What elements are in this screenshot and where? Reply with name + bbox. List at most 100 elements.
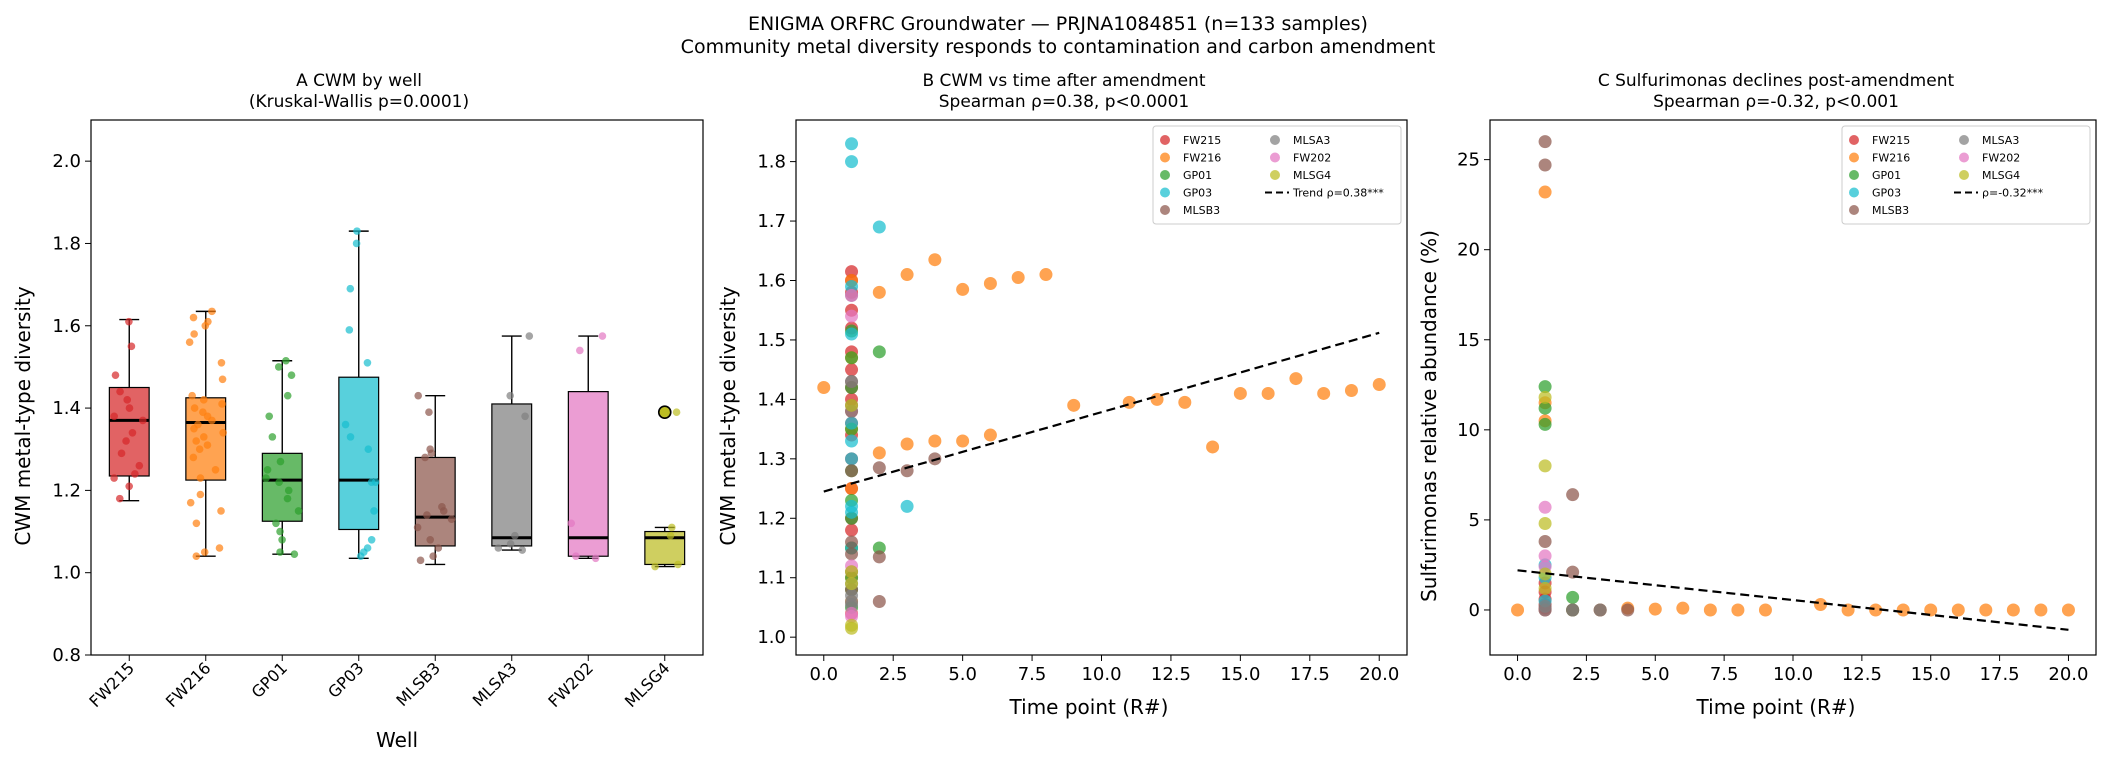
panel-a-cwm-by-well: A CWM by well (Kruskal-Wallis p=0.0001) … [11, 71, 704, 752]
legend-label: MLSA3 [1293, 134, 1330, 147]
scatter-point-mlsb3 [1566, 488, 1580, 502]
scatter-point-mlsa3 [1566, 603, 1580, 617]
scatter-point-fw216 [928, 434, 942, 448]
jitter-point [185, 338, 194, 347]
jitter-point [423, 511, 431, 519]
jitter-point [290, 550, 299, 558]
scatter-point-gp01 [872, 541, 886, 555]
jitter-point [282, 356, 290, 365]
jitter-point [128, 428, 137, 437]
jitter-point [219, 428, 227, 437]
scatter-point-fw216 [1758, 603, 1772, 617]
jitter-point [110, 412, 118, 421]
scatter-point-gp01 [872, 345, 886, 359]
scatter-point-fw216 [2061, 603, 2075, 617]
legend-label: GP01 [1872, 169, 1901, 182]
x-tick-label: 0.0 [1503, 664, 1532, 685]
x-tick-label: MLSA3 [469, 658, 521, 710]
jitter-point [190, 330, 198, 338]
jitter-point [276, 527, 284, 536]
jitter-point [413, 523, 422, 532]
x-tick-label: 7.5 [1018, 664, 1047, 685]
jitter-point [116, 387, 124, 396]
scatter-point-fw202 [1538, 500, 1552, 514]
jitter-point [426, 535, 435, 544]
scatter-point-fw216 [1979, 603, 1993, 617]
scatter-point-mlsg4 [1538, 581, 1552, 595]
box-mlsb3 [414, 456, 456, 547]
y-tick-label: 1.4 [52, 398, 81, 419]
jitter-point [274, 363, 283, 371]
y-tick-label: 1.3 [757, 449, 786, 470]
jitter-point [215, 544, 224, 552]
legend-trend-label: ρ=-0.32*** [1982, 187, 2044, 200]
scatter-point-gp01 [845, 351, 859, 365]
scatter-point-gp03 [845, 416, 859, 430]
scatter-point-fw216 [956, 434, 970, 448]
scatter-point-fw215 [845, 265, 859, 279]
scatter-point-mlsb3 [1538, 535, 1552, 549]
jitter-point [370, 507, 378, 515]
y-tick-label: 1.4 [757, 389, 786, 410]
scatter-point-mlsg4 [1538, 390, 1552, 404]
jitter-point [189, 313, 198, 322]
x-tick-label: 2.5 [1572, 664, 1601, 685]
scatter-point-fw216 [1067, 398, 1081, 412]
jitter-point [287, 371, 296, 379]
jitter-point [192, 552, 201, 561]
jitter-point [186, 498, 195, 507]
panel-c-title-line1: C Sulfurimonas declines post-amendment [1598, 71, 1955, 91]
scatter-point-fw216 [1178, 395, 1192, 409]
jitter-point [218, 400, 226, 408]
scatter-point-fw202 [1538, 549, 1552, 563]
scatter-point-fw216 [1648, 602, 1662, 616]
jitter-point [341, 420, 350, 429]
scatter-point-fw202 [845, 309, 859, 323]
jitter-point [217, 507, 225, 515]
y-tick-label: 1.2 [757, 508, 786, 529]
x-tick-label: 5.0 [948, 664, 977, 685]
jitter-point [196, 490, 205, 499]
panel-c-title-line2: Spearman ρ=-0.32, p<0.001 [1653, 92, 1899, 112]
legend-marker [1959, 170, 1969, 180]
y-tick-label: 1.6 [757, 271, 786, 292]
jitter-point [666, 531, 675, 540]
scatter-point-gp03 [845, 505, 859, 519]
panel-b-xlabel: Time point (R#) [1009, 695, 1169, 719]
y-tick-label: 1.0 [757, 627, 786, 648]
legend-label: MLSB3 [1872, 204, 1909, 217]
scatter-point-fw216 [1289, 372, 1303, 386]
x-tick-label: 17.5 [1290, 664, 1330, 685]
y-tick-label: 5 [1469, 510, 1480, 531]
panel-a-title-line2: (Kruskal-Wallis p=0.0001) [249, 92, 469, 112]
jitter-point [425, 408, 433, 416]
y-tick-label: 1.0 [52, 563, 81, 584]
box-fw202 [567, 391, 609, 557]
legend-marker [1959, 135, 1969, 145]
x-tick-label: 12.5 [1151, 664, 1191, 685]
scatter-point-fw215 [845, 523, 859, 537]
scatter-point-fw216 [1039, 268, 1053, 282]
y-tick-label: 0.8 [52, 645, 81, 666]
jitter-point [421, 453, 429, 462]
box-flier [657, 405, 672, 419]
legend-label: FW215 [1183, 134, 1221, 147]
legend-marker [1160, 187, 1170, 198]
scatter-point-fw216 [1511, 603, 1525, 617]
scatter-point-gp03 [845, 137, 859, 151]
jitter-point [414, 391, 423, 400]
panel-b-ylabel: CWM metal-type diversity [716, 286, 740, 545]
jitter-point [208, 416, 216, 425]
legend-trend-label: Trend ρ=0.38*** [1292, 187, 1384, 200]
legend-label: MLSG4 [1293, 169, 1331, 182]
x-tick-label: 17.5 [1980, 664, 2020, 685]
suptitle-line1: ENIGMA ORFRC Groundwater — PRJNA1084851 … [748, 13, 1368, 35]
legend-label: FW202 [1293, 152, 1331, 165]
scatter-point-gp03 [845, 155, 859, 169]
legend-marker [1160, 152, 1170, 163]
x-tick-label: MLSB3 [392, 658, 444, 710]
scatter-point-fw216 [1703, 603, 1717, 617]
jitter-point [203, 441, 212, 449]
legend-label: MLSB3 [1183, 204, 1220, 217]
